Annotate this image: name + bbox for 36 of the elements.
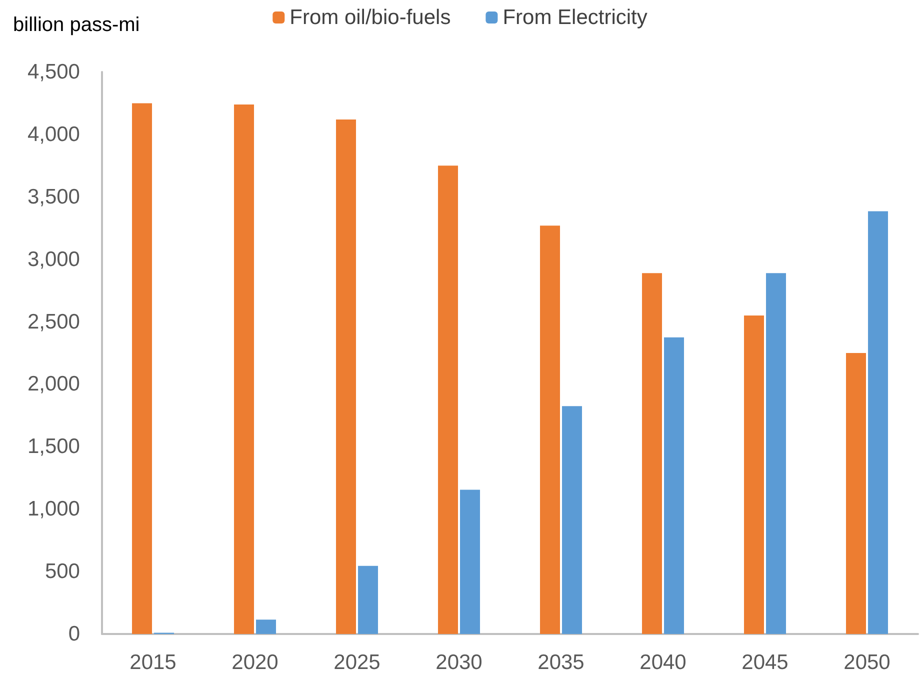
y-tick-label: 4,000	[27, 122, 80, 146]
y-tick-label: 2,000	[27, 372, 80, 396]
y-tick-label: 1,500	[27, 435, 80, 458]
legend-label: From Electricity	[502, 6, 648, 29]
bar	[438, 166, 458, 634]
x-tick-label: 2015	[130, 651, 176, 674]
bar	[846, 353, 866, 634]
y-tick-label: 3,000	[27, 248, 80, 271]
y-tick-label: 500	[44, 560, 80, 584]
x-tick-label: 2050	[844, 651, 890, 674]
bar	[132, 103, 152, 634]
y-tick-label: 1,000	[27, 498, 80, 521]
bar	[336, 119, 356, 634]
bar	[540, 226, 560, 634]
x-tick-label: 2035	[538, 651, 584, 674]
y-tick-label: 0	[68, 622, 80, 646]
bar	[766, 273, 786, 634]
bar	[744, 316, 764, 634]
bar	[460, 490, 480, 634]
bar	[642, 273, 662, 634]
legend-label: From oil/bio-fuels	[290, 6, 451, 29]
bar	[562, 406, 582, 634]
bar	[664, 337, 684, 634]
x-tick-label: 2020	[232, 651, 278, 674]
y-tick-label: 2,500	[27, 310, 80, 334]
bar	[868, 211, 888, 634]
bar	[256, 620, 276, 634]
y-axis-title: billion pass-mi	[13, 14, 140, 36]
x-tick-label: 2030	[436, 651, 482, 674]
x-tick-label: 2025	[334, 651, 380, 674]
x-tick-label: 2040	[640, 651, 686, 674]
bar	[234, 104, 254, 634]
bar	[358, 566, 378, 634]
y-tick-label: 4,500	[27, 60, 80, 84]
y-tick-label: 3,500	[27, 185, 80, 208]
x-tick-label: 2045	[742, 651, 788, 674]
